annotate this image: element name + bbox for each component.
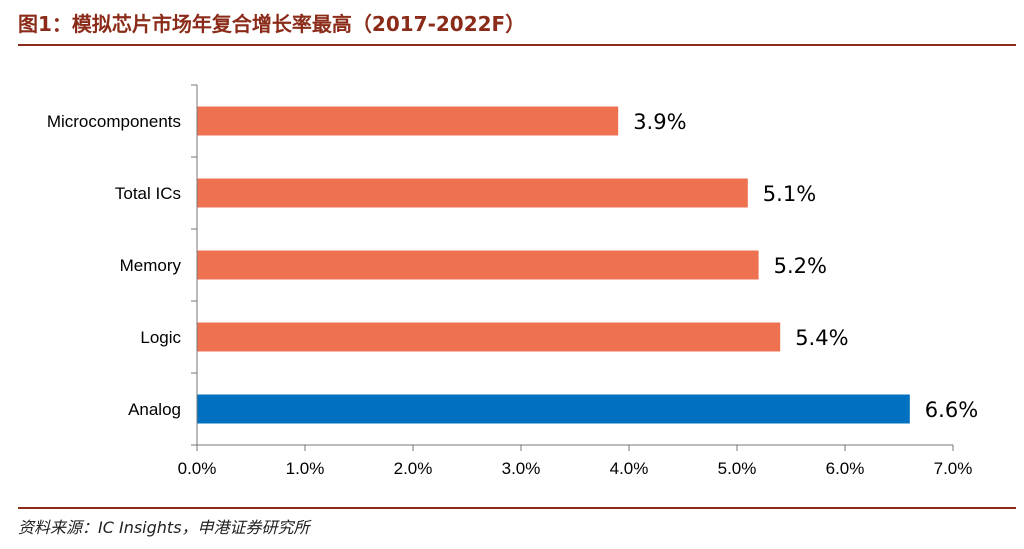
bar-logic	[197, 322, 781, 352]
bar-total-ics	[197, 178, 748, 208]
bar-chart: Microcomponents 3.9% Total ICs 5.1% Memory 5.…	[47, 84, 978, 478]
source-note: 资料来源：IC Insights，申港证券研究所	[18, 518, 310, 537]
labels-layer: Microcomponents 3.9% Total ICs 5.1% Memory 5.…	[47, 110, 978, 422]
axes-layer: 0.0% 1.0% 2.0% 3.0% 4.0% 5.0% 6.0% 7.0%	[178, 84, 973, 478]
category-label: Analog	[128, 400, 181, 419]
title-divider	[18, 44, 1016, 46]
data-label: 6.6%	[925, 398, 978, 422]
category-label: Memory	[120, 256, 182, 275]
x-tick-label: 1.0%	[286, 459, 325, 478]
category-label: Logic	[140, 328, 181, 347]
x-tick-label: 4.0%	[610, 459, 649, 478]
source-divider	[18, 507, 1016, 509]
bars-layer	[197, 106, 910, 424]
data-label: 5.4%	[795, 326, 848, 350]
data-label: 5.1%	[763, 182, 816, 206]
x-tick-label: 0.0%	[178, 459, 217, 478]
x-tick-label: 5.0%	[718, 459, 757, 478]
category-label: Total ICs	[115, 184, 181, 203]
x-tick-label: 7.0%	[934, 459, 973, 478]
bar-analog	[197, 394, 910, 424]
bar-memory	[197, 250, 759, 280]
bar-microcomponents	[197, 106, 619, 136]
x-tick-label: 6.0%	[826, 459, 865, 478]
x-tick-label: 3.0%	[502, 459, 541, 478]
figure-title: 图1：模拟芯片市场年复合增长率最高（2017-2022F）	[18, 12, 526, 36]
data-label: 3.9%	[633, 110, 686, 134]
category-label: Microcomponents	[47, 112, 181, 131]
data-label: 5.2%	[774, 254, 827, 278]
x-tick-label: 2.0%	[394, 459, 433, 478]
